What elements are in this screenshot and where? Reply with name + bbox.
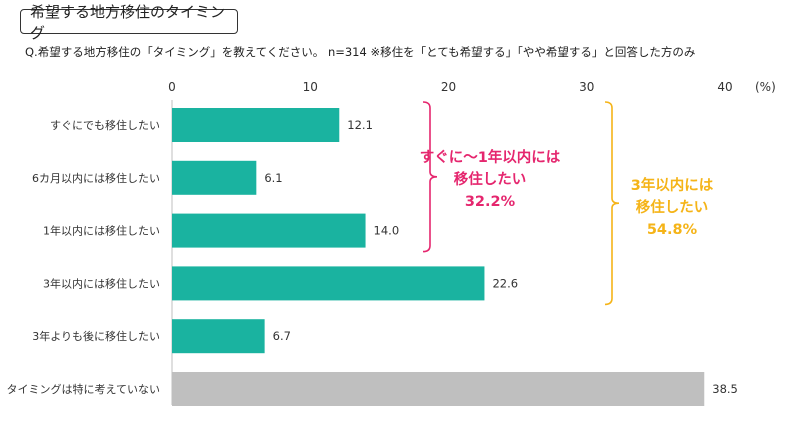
x-tick-label: 30 [579, 80, 594, 94]
x-tick-label: 40 [717, 80, 732, 94]
x-axis-unit: (%) [755, 80, 776, 94]
data-label: 12.1 [347, 118, 373, 132]
bar [172, 372, 705, 406]
x-tick-label: 10 [303, 80, 318, 94]
data-label: 6.7 [273, 329, 291, 343]
category-label: タイミングは特に考えていない [7, 382, 160, 396]
x-tick-label: 20 [441, 80, 456, 94]
chart-title: 希望する地方移住のタイミング [30, 2, 226, 42]
category-label: すぐにでも移住したい [50, 118, 160, 132]
data-label: 14.0 [374, 224, 400, 238]
category-label: 6カ月以内には移住したい [32, 171, 160, 185]
bracket-within-3-years [604, 101, 620, 306]
bar [172, 319, 265, 354]
annotation-within-3-years-line1: 3年以内には [630, 178, 714, 194]
annotation-within-1-year-line2: 移住したい [453, 172, 527, 188]
data-label: 22.6 [492, 276, 518, 290]
annotation-within-3-years: 3年以内には 移住したい 54.8% [612, 175, 732, 241]
annotation-within-1-year-line1: すぐに～1年以内には [419, 150, 561, 166]
category-label: 3年よりも後に移住したい [32, 329, 160, 343]
annotation-within-1-year-value: 32.2% [464, 194, 516, 210]
question-text: Q.希望する地方移住の「タイミング」を教えてください。 n=314 ※移住を「と… [25, 45, 696, 59]
x-tick-label: 0 [168, 80, 176, 94]
annotation-within-3-years-value: 54.8% [646, 222, 698, 238]
bar [172, 108, 340, 142]
bar [172, 160, 257, 195]
data-label: 6.1 [264, 171, 282, 185]
annotation-within-3-years-line2: 移住したい [635, 200, 709, 216]
annotation-within-1-year: すぐに～1年以内には 移住したい 32.2% [418, 147, 562, 213]
category-label: 3年以内には移住したい [43, 276, 160, 290]
bar [172, 213, 366, 248]
category-label: 1年以内には移住したい [43, 224, 160, 238]
data-label: 38.5 [712, 382, 738, 396]
bracket-within-1-year [422, 101, 438, 253]
chart-title-box: 希望する地方移住のタイミング [20, 3, 238, 42]
bar [172, 266, 485, 301]
